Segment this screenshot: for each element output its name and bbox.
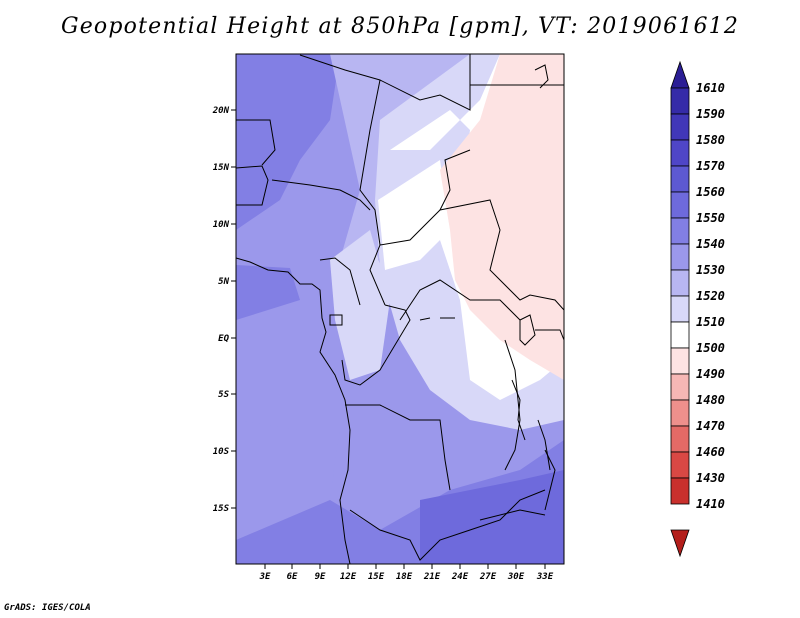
colorbar-cell	[670, 295, 690, 323]
lat-tick-label: 5S	[218, 390, 229, 400]
lat-tick-label: 10S	[213, 447, 230, 457]
colorbar-label: 1560	[696, 185, 725, 199]
lon-tick-label: 6E	[287, 572, 298, 582]
coastlines	[236, 54, 564, 564]
colorbar-cell	[670, 399, 690, 427]
colorbar-cell	[670, 243, 690, 271]
colorbar-cell	[670, 87, 690, 115]
colorbar-label: 1490	[696, 367, 725, 381]
latitude-axis: 20N 15N 10N 5N EQ 5S 10S 15S	[212, 106, 236, 514]
colorbar-label: 1430	[696, 471, 725, 485]
lon-tick-label: 27E	[479, 572, 497, 582]
colorbar-label: 1570	[696, 159, 725, 173]
colorbar-cell	[670, 451, 690, 479]
colorbar-cell	[670, 425, 690, 453]
lat-tick-label: 5N	[218, 277, 229, 287]
colorbar-cell	[670, 191, 690, 219]
lon-tick-label: 12E	[340, 572, 357, 582]
colorbar: 1610 1590 1580 1570 1560 1550 1540 1530 …	[670, 60, 725, 558]
lon-tick-label: 18E	[396, 572, 413, 582]
lat-tick-label: 15S	[213, 504, 230, 514]
colorbar-label: 1470	[696, 419, 725, 433]
lon-tick-label: 21E	[423, 572, 441, 582]
lon-tick-label: 30E	[507, 572, 525, 582]
footer-credit: GrADS: IGES/COLA	[4, 603, 91, 613]
colorbar-label: 1610	[696, 81, 725, 95]
colorbar-label: 1460	[696, 445, 725, 459]
colorbar-label: 1590	[696, 107, 725, 121]
colorbar-label: 1530	[696, 263, 725, 277]
colorbar-cell	[670, 113, 690, 141]
lon-tick-label: 15E	[368, 572, 385, 582]
lat-tick-label: 20N	[212, 106, 230, 116]
colorbar-label: 1410	[696, 497, 725, 511]
lon-tick-label: 9E	[315, 572, 326, 582]
longitude-axis: 3E 6E 9E 12E 15E 18E 21E 24E 27E 30E 33E	[259, 564, 554, 582]
colorbar-label: 1520	[696, 289, 725, 303]
lon-tick-label: 3E	[259, 572, 271, 582]
colorbar-label: 1580	[696, 133, 725, 147]
colorbar-bottom-arrow	[670, 529, 690, 558]
lon-tick-label: 24E	[451, 572, 469, 582]
lon-tick-label: 33E	[536, 572, 554, 582]
colorbar-top-arrow	[670, 60, 690, 89]
colorbar-cell	[670, 373, 690, 401]
colorbar-label: 1480	[696, 393, 725, 407]
colorbar-cell	[670, 347, 690, 375]
colorbar-label: 1500	[696, 341, 725, 355]
lat-tick-label: 15N	[213, 163, 230, 173]
lat-tick-label: EQ	[218, 334, 229, 344]
colorbar-cell	[670, 217, 690, 245]
colorbar-cell	[670, 477, 690, 505]
colorbar-cell	[670, 321, 690, 349]
colorbar-cell	[670, 269, 690, 297]
colorbar-label: 1510	[696, 315, 725, 329]
colorbar-cell	[670, 139, 690, 167]
colorbar-label: 1540	[696, 237, 725, 251]
map-title: Geopotential Height at 850hPa [gpm], VT:…	[60, 14, 740, 39]
colorbar-label: 1550	[696, 211, 725, 225]
colorbar-cell	[670, 165, 690, 193]
map-frame	[235, 53, 565, 565]
lat-tick-label: 10N	[213, 220, 230, 230]
